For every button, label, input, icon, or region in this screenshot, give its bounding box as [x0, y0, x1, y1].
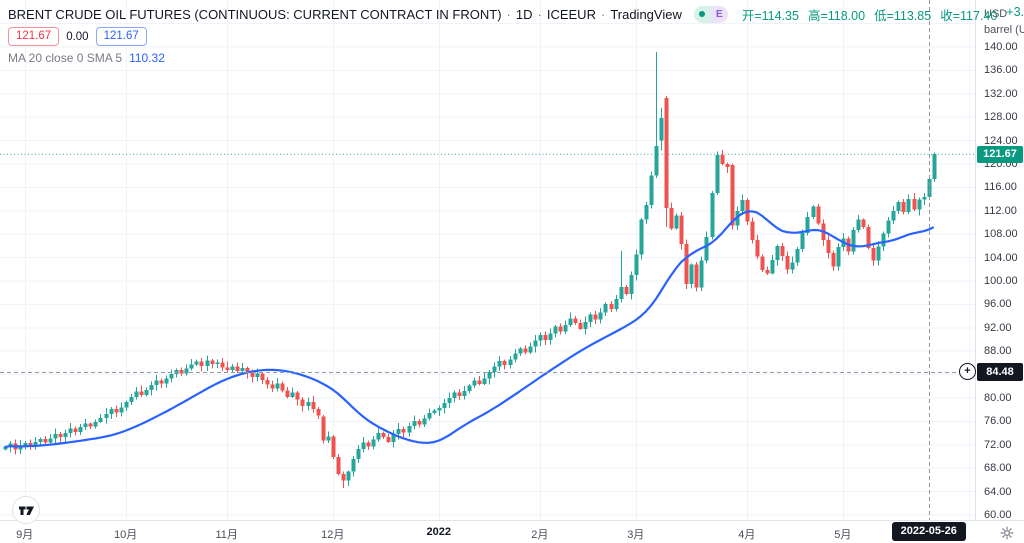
separator: ·	[537, 6, 542, 22]
ohlc-open: 开=114.35	[741, 8, 799, 23]
y-tick-label: 116.00	[984, 181, 1017, 194]
y-tick-label: 104.00	[984, 251, 1018, 264]
ma-indicator-label: MA 20 close 0 SMA 5	[8, 51, 123, 65]
y-tick-label: 100.00	[984, 274, 1018, 287]
chart-plot-area[interactable]	[0, 0, 975, 520]
y-tick-label: 140.00	[984, 40, 1018, 53]
x-tick-label: 4月	[738, 529, 756, 541]
gear-icon[interactable]	[1000, 526, 1014, 543]
y-tick-label: 108.00	[984, 228, 1018, 241]
y-tick-label: 124.00	[984, 134, 1018, 147]
plus-icon[interactable]: +	[959, 363, 976, 381]
ohlc-close: 收=117.40	[940, 8, 998, 23]
ask-price-badge: 121.67	[95, 27, 147, 46]
symbol-legend-row: BRENT CRUDE OIL FUTURES (CONTINUOUS: CUR…	[8, 4, 1024, 24]
axis-unit-currency: USD	[984, 8, 1008, 20]
axis-unit-measure: barrel (US	[984, 24, 1024, 36]
y-tick-label: 76.00	[984, 415, 1012, 428]
y-tick-label: 136.00	[984, 64, 1018, 77]
chart-legend: BRENT CRUDE OIL FUTURES (CONTINUOUS: CUR…	[8, 4, 1024, 65]
exchange-label[interactable]: ICEEUR	[546, 6, 596, 22]
market-phase-badge: E	[710, 5, 728, 23]
y-tick-label: 72.00	[984, 438, 1012, 451]
interval-label[interactable]: 1D	[515, 6, 533, 22]
y-tick-label: 80.00	[984, 391, 1012, 404]
separator: ·	[600, 6, 606, 22]
spread-value: 0.00	[66, 30, 89, 43]
y-tick-label: 96.00	[984, 298, 1012, 311]
x-tick-label: 3月	[627, 529, 645, 541]
separator: ·	[506, 6, 511, 22]
bid-price-badge: 121.67	[8, 27, 60, 46]
time-axis[interactable]: 9月 10月 11月 12月 2022 2月 3月 4月 5月 2022-05-26	[0, 520, 1024, 543]
y-tick-label: 112.00	[984, 204, 1017, 217]
x-tick-label: 2022	[426, 526, 452, 538]
market-status-pill[interactable]: E	[693, 5, 728, 23]
axis-unit-label: USD barrel (US	[984, 6, 1024, 38]
x-tick-label: 12月	[321, 529, 345, 541]
candlestick-chart[interactable]	[0, 0, 975, 520]
crosshair-price-badge: 84.48	[977, 362, 1023, 381]
bid-ask-row: 121.67 0.00 121.67	[8, 27, 1024, 46]
last-price-badge: 121.67	[977, 145, 1023, 163]
y-tick-label: 92.00	[984, 321, 1012, 334]
price-axis[interactable]: USD barrel (US 140.00 136.00 132.00 128.00 1…	[975, 0, 1024, 521]
y-tick-label: 88.00	[984, 345, 1012, 358]
ohlc-low: 低=113.85	[874, 8, 932, 23]
y-tick-label: 64.00	[984, 485, 1012, 498]
ma-indicator-value: 110.32	[129, 51, 165, 65]
indicator-legend-row[interactable]: MA 20 close 0 SMA 5 110.32	[8, 51, 1024, 65]
y-tick-label: 68.00	[984, 462, 1012, 475]
y-tick-label: 128.00	[984, 111, 1018, 124]
tradingview-logo[interactable]	[12, 496, 40, 524]
y-tick-label: 60.00	[984, 508, 1012, 521]
ohlc-high: 高=118.00	[807, 8, 866, 23]
x-tick-label: 10月	[114, 529, 138, 541]
ohlc-change: +3.37 (+2.96%)	[1006, 4, 1024, 19]
brand-label[interactable]: TradingView	[610, 6, 682, 22]
x-tick-label: 2月	[531, 529, 549, 541]
x-tick-label: 9月	[16, 529, 34, 541]
x-tick-label: 5月	[834, 529, 852, 541]
ohlc-values: 开=114.35 高=118.00 低=113.85 收=117.40 +3.3…	[742, 5, 1024, 24]
y-tick-label: 132.00	[984, 87, 1018, 100]
tradingview-logo-icon	[18, 506, 34, 515]
x-tick-label: 11月	[215, 529, 238, 541]
crosshair-date-badge: 2022-05-26	[891, 522, 966, 541]
symbol-title[interactable]: BRENT CRUDE OIL FUTURES (CONTINUOUS: CUR…	[8, 6, 502, 22]
market-open-dot-icon	[693, 5, 711, 23]
